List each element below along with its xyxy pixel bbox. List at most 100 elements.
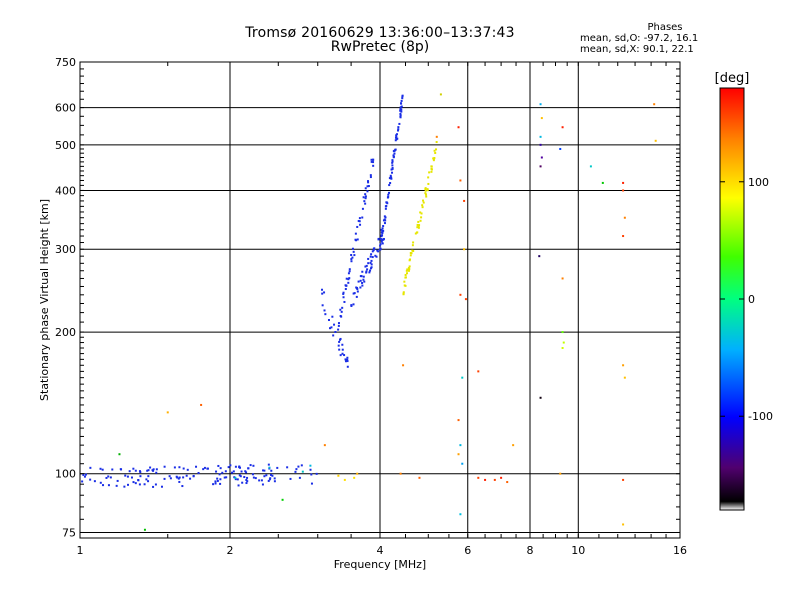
- data-point-o: [105, 476, 108, 479]
- data-point-o: [206, 467, 209, 470]
- data-point-o: [269, 473, 272, 476]
- data-point-o: [138, 470, 141, 473]
- data-point-x: [406, 272, 409, 275]
- data-point-misc: [457, 453, 460, 456]
- data-point-o: [251, 473, 254, 476]
- data-point-o: [393, 152, 396, 155]
- data-point-o: [381, 231, 384, 234]
- data-point-o: [399, 106, 402, 109]
- colorbar-tick-label: -100: [748, 410, 773, 423]
- data-point-o: [357, 219, 360, 222]
- data-point-o: [315, 472, 318, 475]
- data-point-x: [408, 268, 411, 271]
- data-point-x: [433, 156, 436, 159]
- data-point-o: [216, 479, 219, 482]
- data-point-o: [379, 248, 382, 251]
- x-axis: 1 2 4 6 8 10 16: [77, 62, 687, 557]
- data-point-o: [267, 479, 270, 482]
- data-point-o: [390, 177, 393, 180]
- data-point-o: [361, 281, 364, 284]
- y-tick-label: 500: [55, 139, 76, 152]
- data-point-misc: [459, 179, 462, 182]
- data-point-o: [367, 180, 370, 183]
- data-point-o: [364, 193, 367, 196]
- data-point-o: [395, 133, 398, 136]
- data-point-o: [143, 483, 146, 486]
- data-point-o: [337, 344, 340, 347]
- data-point-o: [387, 193, 390, 196]
- data-point-o: [227, 466, 230, 469]
- data-point-misc: [484, 478, 487, 481]
- data-point-o: [155, 468, 158, 471]
- data-point-o: [348, 270, 351, 273]
- data-point-o: [346, 358, 349, 361]
- data-point-o: [346, 356, 349, 359]
- data-point-o: [107, 484, 110, 487]
- y-tick-label: 400: [55, 184, 76, 197]
- data-point-o: [337, 324, 340, 327]
- data-point-misc: [268, 466, 271, 469]
- data-point-o: [364, 195, 367, 198]
- data-point-o: [351, 247, 354, 250]
- data-point-x: [424, 192, 427, 195]
- data-point-misc: [561, 126, 564, 129]
- data-point-o: [82, 473, 85, 476]
- data-point-o: [370, 253, 373, 256]
- data-point-o: [380, 240, 383, 243]
- data-point-o: [366, 185, 369, 188]
- data-point-o: [310, 473, 313, 476]
- data-point-o: [359, 286, 362, 289]
- data-point-o: [109, 476, 112, 479]
- data-point-o: [361, 284, 364, 287]
- data-point-x: [432, 159, 435, 162]
- data-point-o: [389, 182, 392, 185]
- data-point-o: [238, 465, 241, 468]
- data-point-o: [89, 466, 92, 469]
- data-point-o: [401, 97, 404, 100]
- data-point-o: [400, 105, 403, 108]
- data-point-x: [416, 231, 419, 234]
- data-point-o: [268, 478, 271, 481]
- data-point-misc: [461, 462, 464, 465]
- data-point-o: [310, 482, 313, 485]
- data-point-o: [99, 481, 102, 484]
- data-point-o: [370, 266, 373, 269]
- data-point-o: [168, 475, 171, 478]
- x-tick-label: 1: [77, 544, 84, 557]
- phases-x-stats: mean, sd,X: 90.1, 22.1: [580, 44, 694, 55]
- data-point-o: [182, 467, 185, 470]
- data-point-o: [149, 466, 152, 469]
- data-point-o: [330, 326, 333, 329]
- data-point-misc: [337, 474, 340, 477]
- data-point-o: [353, 292, 356, 295]
- data-point-x: [404, 284, 407, 287]
- data-point-o: [389, 174, 392, 177]
- data-point-o: [395, 134, 398, 137]
- data-point-o: [399, 115, 402, 118]
- data-point-x: [416, 226, 419, 229]
- data-point-misc: [539, 396, 542, 399]
- data-point-o: [342, 291, 345, 294]
- data-point-x: [411, 244, 414, 247]
- data-point-o: [361, 207, 364, 210]
- data-point-x: [424, 188, 427, 191]
- data-point-o: [331, 315, 334, 318]
- data-point-o: [400, 99, 403, 102]
- data-point-o: [160, 485, 163, 488]
- data-point-o: [241, 481, 244, 484]
- colorbar-ticks: 100 0 -100: [720, 176, 773, 423]
- data-point-o: [239, 475, 242, 478]
- data-point-o: [271, 474, 274, 477]
- data-point-o: [351, 256, 354, 259]
- data-point-o: [399, 107, 402, 110]
- data-point-o: [276, 466, 279, 469]
- data-point-o: [345, 277, 348, 280]
- data-point-o: [289, 477, 292, 480]
- data-point-misc: [459, 513, 462, 516]
- data-point-o: [252, 464, 255, 467]
- data-point-o: [367, 257, 370, 260]
- data-point-x: [422, 199, 425, 202]
- data-point-o: [390, 168, 393, 171]
- data-point-o: [370, 263, 373, 266]
